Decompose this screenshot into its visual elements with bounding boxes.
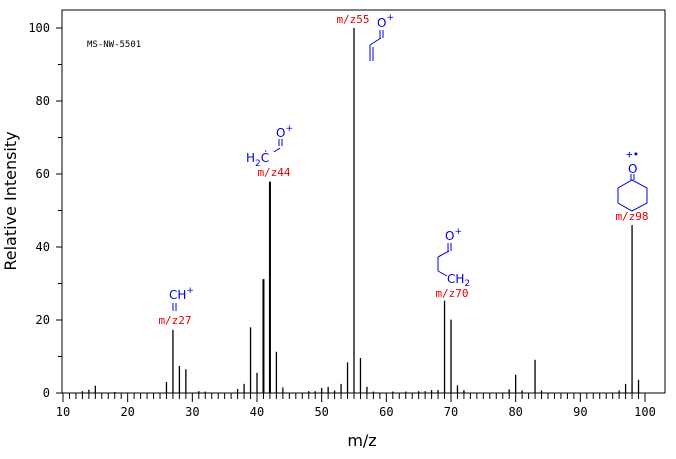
x-tick-label: 30 [185, 405, 199, 419]
y-tick-label: 20 [36, 313, 50, 327]
sample-id: MS-NW-5501 [87, 40, 141, 50]
y-tick-label: 100 [28, 21, 50, 35]
y-tick-label: 80 [36, 94, 50, 108]
x-tick-label: 40 [250, 405, 264, 419]
x-tick-label: 80 [508, 405, 522, 419]
structure-atom: O+ [377, 13, 394, 30]
x-tick-label: 10 [56, 405, 70, 419]
plot-frame [61, 9, 666, 394]
structure-atom: CH2 [447, 272, 470, 289]
structure-mz44: H2Ċ O+ [246, 124, 293, 169]
structure-atom: O [628, 162, 637, 176]
structure-atom: H2Ċ [246, 149, 269, 169]
structure-charge: +• [626, 148, 639, 161]
label-mz70: m/z70 [435, 287, 468, 300]
label-mz44: m/z44 [257, 166, 290, 179]
structure-mz98: +• O [617, 148, 648, 212]
peaks [81, 28, 640, 393]
x-tick-label: 20 [120, 405, 134, 419]
label-mz55: m/z55 [336, 13, 369, 26]
y-axis: 0 20 40 60 80 100 [28, 21, 62, 400]
x-tick-label: 60 [379, 405, 393, 419]
x-tick-label: 70 [444, 405, 458, 419]
structure-atom: CH+ [169, 286, 194, 302]
y-axis-label: Relative Intensity [1, 131, 20, 270]
label-mz27: m/z27 [158, 314, 191, 327]
structure-atom: O+ [445, 227, 462, 243]
y-tick-label: 40 [36, 240, 50, 254]
x-axis-label: m/z [347, 431, 376, 450]
label-mz98: m/z98 [615, 210, 648, 223]
x-axis: 10 20 30 40 50 60 70 80 90 100 [56, 393, 656, 419]
y-tick-label: 60 [36, 167, 50, 181]
structure-mz55: O+ [369, 13, 394, 61]
y-tick-label: 0 [43, 386, 50, 400]
structure-atom: O+ [276, 124, 293, 140]
x-tick-label: 90 [573, 405, 587, 419]
structure-mz27: CH+ [169, 286, 194, 311]
x-tick-label: 100 [634, 405, 656, 419]
structure-mz70: O+ CH2 [437, 227, 470, 289]
x-tick-label: 50 [314, 405, 328, 419]
